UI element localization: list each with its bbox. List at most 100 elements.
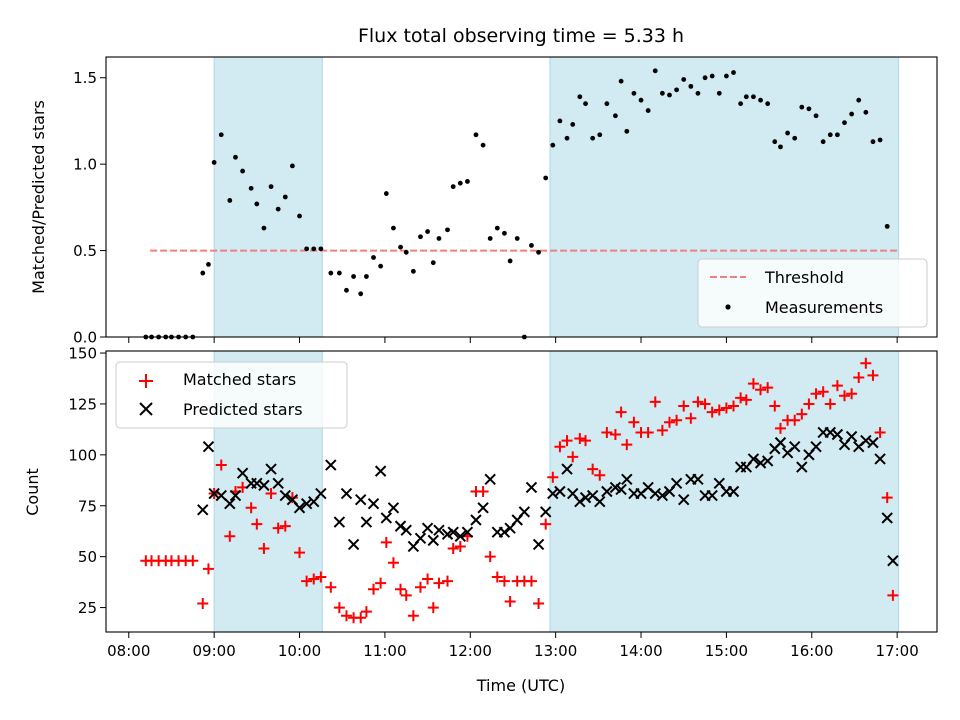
predicted-star-point xyxy=(208,487,220,500)
predicted-star-point xyxy=(532,538,545,551)
matched-star-point xyxy=(251,518,263,530)
predicted-star-point xyxy=(215,489,227,502)
predicted-star-point xyxy=(333,516,346,528)
measurement-points xyxy=(143,68,890,340)
predicted-star-point xyxy=(547,487,559,500)
measurement-point xyxy=(842,120,847,126)
measurement-point xyxy=(398,244,403,250)
top-y-tick-label: 0.5 xyxy=(73,242,97,260)
predicted-star-point xyxy=(670,477,683,490)
measurement-point xyxy=(465,179,470,184)
matched-star-point xyxy=(395,583,407,595)
measurement-point xyxy=(870,139,876,145)
measurement-point xyxy=(731,70,736,75)
measurement-point xyxy=(487,236,493,241)
matched-star-point xyxy=(656,424,668,436)
predicted-star-point xyxy=(754,457,767,469)
measurement-point xyxy=(550,142,556,148)
predicted-star-point xyxy=(845,430,858,443)
measurement-point xyxy=(827,132,833,138)
matched-star-point xyxy=(447,543,459,555)
measurement-point xyxy=(583,101,588,107)
matched-star-point xyxy=(422,573,434,585)
predicted-star-point xyxy=(788,440,801,453)
x-tick-label: 16:00 xyxy=(790,642,833,660)
predicted-star-point xyxy=(594,495,606,508)
measurement-point xyxy=(206,262,211,267)
matched-star-point xyxy=(540,518,552,530)
predicted-star-point xyxy=(727,485,740,498)
matched-star-point xyxy=(375,577,387,589)
predicted-star-point xyxy=(887,555,899,567)
predicted-star-point xyxy=(421,522,434,534)
predicted-star-point xyxy=(601,485,613,498)
predicted-star-point xyxy=(774,436,787,449)
measurement-point xyxy=(631,90,637,96)
measurement-point xyxy=(667,92,672,98)
matched-star-point xyxy=(699,398,711,410)
matched-star-point xyxy=(301,575,313,587)
predicted-star-point xyxy=(692,473,704,485)
matched-star-point xyxy=(735,392,747,404)
measurement-point xyxy=(502,230,507,236)
x-tick-label: 09:00 xyxy=(193,642,236,660)
measurement-point xyxy=(570,122,576,127)
predicted-star-point xyxy=(380,512,393,524)
predicted-star-point xyxy=(354,493,367,506)
predicted-star-point xyxy=(202,440,215,453)
x-axis-label: Time (UTC) xyxy=(476,676,565,695)
measurement-point xyxy=(410,268,416,274)
predicted-star-point xyxy=(561,463,573,475)
matched-star-point xyxy=(360,606,372,618)
matched-star-point xyxy=(615,406,627,418)
predicted-star-point xyxy=(427,534,439,547)
measurement-point xyxy=(638,97,644,103)
predicted-star-point xyxy=(831,428,844,441)
matched-star-point xyxy=(380,536,392,548)
predicted-star-point xyxy=(579,491,592,504)
measurement-point xyxy=(884,223,890,229)
matched-star-point xyxy=(621,439,633,451)
matched-star-point xyxy=(789,414,801,426)
matched-star-point xyxy=(887,589,899,601)
measurement-point xyxy=(751,94,756,100)
matched-star-point xyxy=(265,488,277,500)
measurement-point xyxy=(645,108,651,113)
matched-star-point xyxy=(692,396,704,408)
matched-star-point xyxy=(355,612,367,624)
bot-y-tick-label: 150 xyxy=(68,345,97,363)
measurement-point xyxy=(290,163,295,169)
matched-star-point xyxy=(567,451,579,463)
predicted-star-point xyxy=(197,504,209,516)
predicted-star-point xyxy=(574,495,586,508)
bot-y-tick-label: 50 xyxy=(78,548,97,566)
x-tick-label: 11:00 xyxy=(363,642,406,660)
predicted-star-point xyxy=(447,526,459,538)
matched-star-point xyxy=(685,412,697,424)
matched-star-point xyxy=(839,390,851,402)
matched-star-point xyxy=(442,575,454,587)
predicted-star-point xyxy=(387,502,400,514)
bottom-x-axis: 08:00 09:00 10:00 11:00 12:00 13:00 14:00 15:00… xyxy=(107,632,919,660)
matched-star-point xyxy=(224,530,236,542)
matched-star-point xyxy=(663,416,675,428)
matched-star-point xyxy=(587,463,599,475)
bottom-y-axis-label: Count xyxy=(23,468,42,516)
measurements-legend-swatch xyxy=(725,304,731,310)
matched-star-point xyxy=(533,597,545,609)
predicted-star-point xyxy=(272,477,284,490)
predicted-star-point xyxy=(374,465,387,477)
matched-star-point xyxy=(747,378,759,390)
measurement-point xyxy=(200,270,206,276)
measurement-point xyxy=(652,68,658,74)
matched-star-point xyxy=(609,428,621,440)
measurement-point xyxy=(743,94,749,100)
bottom-legend-box xyxy=(115,361,348,429)
measurement-point xyxy=(358,291,364,297)
measurement-point xyxy=(856,97,862,103)
measurement-point xyxy=(227,198,233,203)
matched-star-point xyxy=(407,610,419,622)
matched-star-point xyxy=(594,469,606,481)
measurement-point xyxy=(344,287,349,293)
measurement-point xyxy=(268,184,274,190)
